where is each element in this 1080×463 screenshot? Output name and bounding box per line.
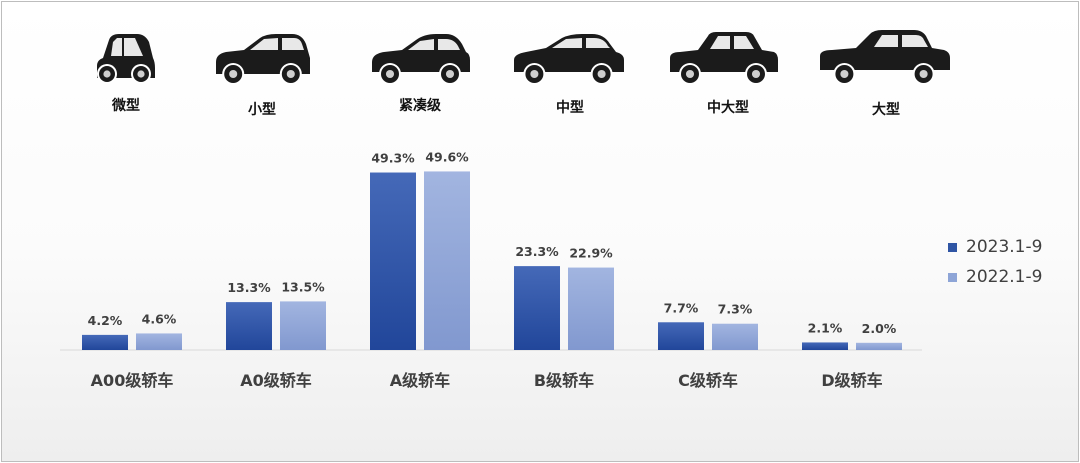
compact-sedan-icon (372, 34, 470, 85)
midsize-sedan-icon (514, 34, 624, 85)
bar-2023-5 (802, 342, 848, 350)
category-label-0: A00级轿车 (91, 371, 174, 390)
bar-2022-0 (136, 333, 182, 350)
bar-2022-5 (856, 342, 902, 350)
bar-2022-1 (280, 301, 326, 350)
data-label-2022-0: 4.6% (142, 311, 177, 326)
bar-2023-4 (658, 322, 704, 350)
large-sedan-icon (670, 32, 778, 85)
legend-item-2023: 2023.1-9 (948, 232, 1042, 262)
bar-2022-3 (568, 267, 614, 350)
bar-2023-3 (514, 266, 560, 350)
car-type-label-4: 中大型 (707, 100, 749, 116)
car-type-label-3: 中型 (556, 100, 584, 116)
legend-swatch-2023 (948, 242, 957, 252)
data-label-2023-1: 13.3% (227, 280, 271, 295)
category-label-2: A级轿车 (390, 371, 450, 390)
data-label-2022-1: 13.5% (281, 279, 325, 294)
hatchback-car-icon (216, 34, 310, 85)
data-label-2023-5: 2.1% (808, 320, 843, 335)
data-label-2023-3: 23.3% (515, 244, 559, 259)
micro-car-icon (97, 34, 155, 84)
data-label-2022-4: 7.3% (718, 302, 753, 317)
data-label-2022-5: 2.0% (862, 321, 897, 336)
bar-2023-1 (226, 302, 272, 350)
car-type-label-2: 紧凑级 (399, 98, 441, 114)
data-label-2022-2: 49.6% (425, 149, 469, 164)
legend: 2023.1-9 2022.1-9 (948, 232, 1042, 292)
data-label-2023-4: 7.7% (664, 300, 699, 315)
bar-2022-2 (424, 171, 470, 350)
data-label-2023-2: 49.3% (371, 151, 415, 166)
car-type-label-1: 小型 (248, 102, 276, 118)
category-label-5: D级轿车 (821, 371, 882, 390)
data-label-2022-3: 22.9% (569, 246, 613, 261)
bar-2023-0 (82, 334, 128, 350)
car-type-label-0: 微型 (112, 98, 140, 114)
fullsize-sedan-icon (820, 30, 950, 85)
data-label-2023-0: 4.2% (88, 313, 123, 328)
legend-label-2023: 2023.1-9 (966, 237, 1043, 257)
category-label-3: B级轿车 (534, 371, 594, 390)
bar-2022-4 (712, 323, 758, 350)
legend-item-2022: 2022.1-9 (948, 262, 1042, 292)
car-type-label-5: 大型 (872, 102, 900, 118)
legend-label-2022: 2022.1-9 (966, 267, 1043, 287)
bar-2023-2 (370, 172, 416, 350)
category-label-4: C级轿车 (678, 371, 738, 390)
legend-swatch-2022 (948, 272, 957, 282)
category-label-1: A0级轿车 (240, 371, 312, 390)
